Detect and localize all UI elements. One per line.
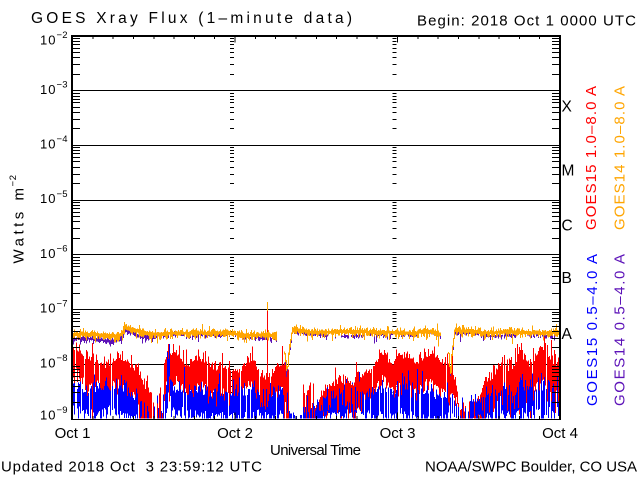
svg-text:C: C <box>562 218 573 235</box>
svg-text:10: 10 <box>40 137 56 152</box>
svg-text:−9: −9 <box>57 405 68 416</box>
svg-text:10: 10 <box>40 191 56 206</box>
svg-text:−3: −3 <box>57 79 68 90</box>
svg-text:Oct 4: Oct 4 <box>542 425 578 442</box>
svg-text:−8: −8 <box>57 353 68 364</box>
svg-text:A: A <box>562 326 573 343</box>
svg-text:−2: −2 <box>8 175 19 187</box>
svg-text:GOES15 1.0–8.0 A: GOES15 1.0–8.0 A <box>583 86 600 230</box>
svg-text:−4: −4 <box>57 134 68 145</box>
svg-text:10: 10 <box>40 33 56 48</box>
svg-text:X: X <box>562 99 573 116</box>
svg-text:Oct 1: Oct 1 <box>55 425 91 442</box>
svg-text:10: 10 <box>40 355 56 370</box>
svg-text:B: B <box>562 270 572 287</box>
svg-text:10: 10 <box>40 408 56 423</box>
svg-text:GOES Xray Flux (1–minute data): GOES Xray Flux (1–minute data) <box>31 10 352 27</box>
svg-text:GOES14 1.0–8.0 A: GOES14 1.0–8.0 A <box>612 86 629 230</box>
svg-text:−5: −5 <box>57 189 68 200</box>
svg-text:10: 10 <box>40 301 56 316</box>
svg-text:Universal Time: Universal Time <box>270 442 361 459</box>
svg-text:Updated 2018 Oct 3 23:59:12 U: Updated 2018 Oct 3 23:59:12 UTC <box>1 459 262 476</box>
svg-text:−2: −2 <box>57 30 68 41</box>
svg-text:GOES15 0.5–4.0 A: GOES15 0.5–4.0 A <box>584 254 601 406</box>
svg-text:Begin: 2018 Oct 1 0000 UTC: Begin: 2018 Oct 1 0000 UTC <box>417 13 636 30</box>
svg-text:GOES14 0.5–4.0 A: GOES14 0.5–4.0 A <box>612 254 629 406</box>
svg-text:−6: −6 <box>57 244 68 255</box>
svg-text:Oct 3: Oct 3 <box>380 425 416 442</box>
svg-text:NOAA/SWPC Boulder, CO USA: NOAA/SWPC Boulder, CO USA <box>425 459 637 476</box>
svg-text:10: 10 <box>40 82 56 97</box>
svg-text:Oct 2: Oct 2 <box>217 425 253 442</box>
svg-text:−7: −7 <box>57 298 68 309</box>
svg-text:M: M <box>562 163 575 180</box>
svg-text:10: 10 <box>40 246 56 261</box>
svg-text:Watts m: Watts m <box>11 188 28 264</box>
